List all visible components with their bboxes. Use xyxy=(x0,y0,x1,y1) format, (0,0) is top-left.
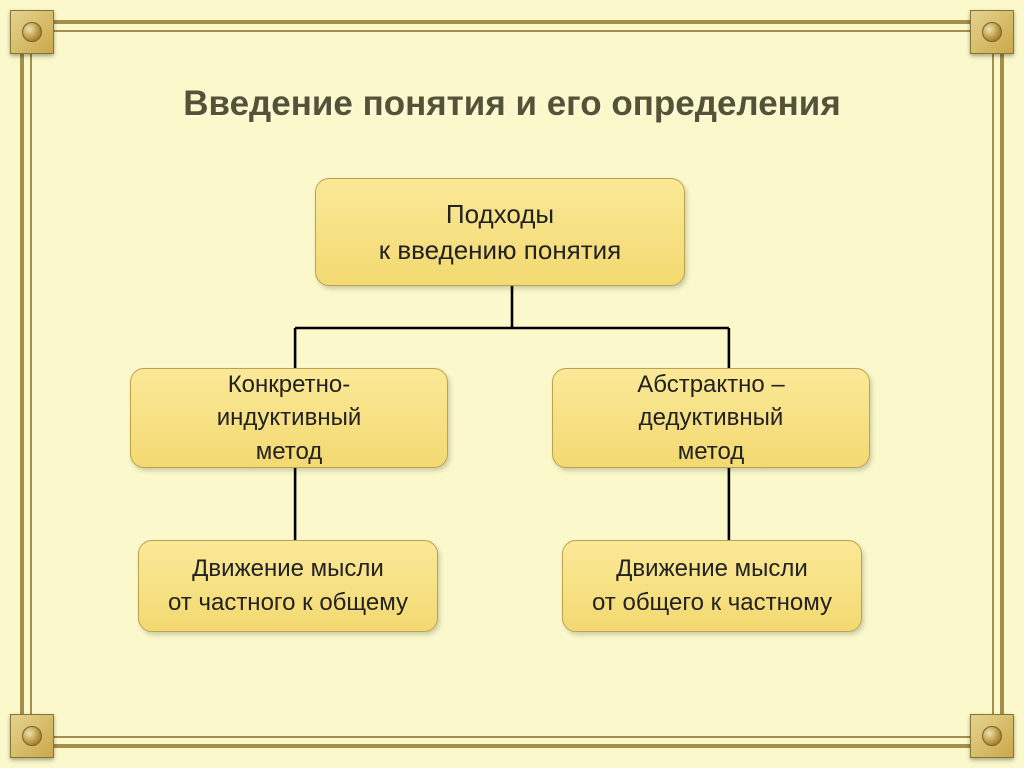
slide-background: Введение понятия и его определения Подхо… xyxy=(0,0,1024,768)
slide-title: Введение понятия и его определения xyxy=(183,84,841,124)
node-ll-line2: от частного к общему xyxy=(161,586,415,620)
corner-ornament-bl xyxy=(10,714,54,758)
node-root-line1: Подходы xyxy=(338,196,662,232)
node-ll-line1: Движение мысли xyxy=(161,552,415,586)
corner-ornament-br xyxy=(970,714,1014,758)
node-right-method: Абстрактно – дедуктивный метод xyxy=(552,368,870,468)
node-right-line2: метод xyxy=(575,435,847,469)
tree-diagram: Подходы к введению понятия Конкретно- ин… xyxy=(70,178,954,658)
node-left-line1: Конкретно- индуктивный xyxy=(153,368,425,435)
node-right-detail: Движение мысли от общего к частному xyxy=(562,540,862,632)
node-left-line2: метод xyxy=(153,435,425,469)
node-left-detail: Движение мысли от частного к общему xyxy=(138,540,438,632)
node-left-method: Конкретно- индуктивный метод xyxy=(130,368,448,468)
node-rr-line1: Движение мысли xyxy=(585,552,839,586)
node-right-line1: Абстрактно – дедуктивный xyxy=(575,368,847,435)
node-root-line2: к введению понятия xyxy=(338,232,662,268)
node-root: Подходы к введению понятия xyxy=(315,178,685,286)
slide-content: Введение понятия и его определения Подхо… xyxy=(70,60,954,708)
corner-ornament-tl xyxy=(10,10,54,54)
corner-ornament-tr xyxy=(970,10,1014,54)
node-rr-line2: от общего к частному xyxy=(585,586,839,620)
